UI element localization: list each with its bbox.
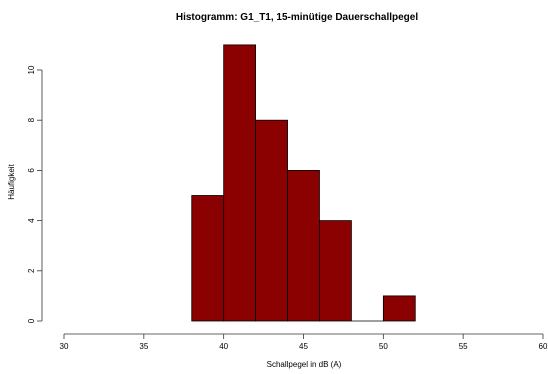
y-tick-label: 6 [27,168,36,173]
x-tick-label: 60 [539,342,548,351]
y-axis: 0 2 4 6 8 10 [27,65,43,323]
y-tick-label: 8 [27,117,36,122]
x-tick-label: 30 [60,342,69,351]
chart-title: Histogramm: G1_T1, 15-minütige Dauerscha… [176,12,419,23]
y-tick-label: 4 [27,218,36,223]
histogram-bar [255,119,288,322]
bars-group [191,44,416,322]
y-axis-label: Häufigkeit [7,163,16,199]
x-tick-label: 50 [379,342,388,351]
histogram-bar [191,195,225,322]
x-tick-label: 55 [459,342,468,351]
x-axis-label: Schallpegel in dB (A) [267,360,342,369]
histogram-bar [319,220,352,322]
histogram-bar [382,295,416,322]
x-tick-label: 40 [219,342,228,351]
histogram-bar [287,169,320,322]
y-tick-label: 0 [27,318,36,323]
x-tick-label: 45 [299,342,308,351]
histogram-bar [223,44,257,322]
x-axis: 30 35 40 45 50 55 60 [60,333,548,351]
y-tick-label: 10 [27,65,36,74]
x-tick-label: 35 [139,342,148,351]
y-tick-label: 2 [27,268,36,273]
